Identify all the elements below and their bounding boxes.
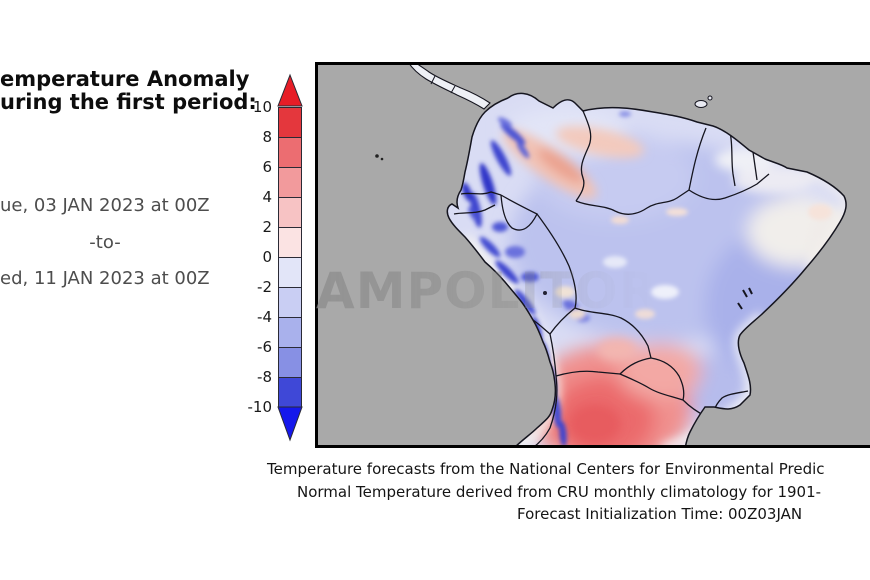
colorbar-tick: -6 — [257, 338, 272, 356]
period-separator: -to- — [89, 232, 121, 253]
map-panel: AMPOLITOR — [315, 62, 870, 448]
colorbar-segment — [278, 227, 302, 258]
colorbar-tick: -8 — [257, 368, 272, 386]
central-america-land — [407, 62, 491, 110]
colorbar-tick: 2 — [262, 218, 272, 236]
period-end-date: ed, 11 JAN 2023 at 00Z — [0, 268, 210, 289]
figure-title-line1: emperature Anomaly — [0, 67, 250, 91]
coastal-lagoon-marks — [737, 287, 753, 310]
caption-source: Temperature forecasts from the National … — [267, 460, 825, 478]
figure-title-line2: uring the first period: — [0, 90, 257, 114]
colorbar-segment — [278, 107, 302, 138]
andes-streaks — [461, 111, 832, 447]
colorbar-arrow-up — [277, 73, 303, 107]
colorbar-tick: -10 — [247, 398, 273, 416]
colorbar-tick: 6 — [262, 158, 272, 176]
caption-climatology: Normal Temperature derived from CRU mont… — [297, 483, 822, 501]
colorbar-tick: -2 — [257, 278, 272, 296]
colorbar-legend: 10 8 6 4 2 0 -2 -4 -6 -8 -10 — [240, 70, 310, 450]
country-borders — [453, 110, 770, 448]
trinidad-island — [694, 100, 708, 108]
colorbar-tick: 8 — [262, 128, 272, 146]
figure-title: emperature Anomaly uring the first perio… — [0, 68, 257, 114]
colorbar-segment — [278, 287, 302, 318]
galapagos-islands — [375, 154, 384, 161]
colorbar-segment — [278, 317, 302, 348]
down-arrow-icon — [277, 406, 303, 442]
coastline — [446, 92, 847, 448]
caption-initialization: Forecast Initialization Time: 00Z03JAN — [517, 505, 803, 523]
colorbar-tick: 10 — [252, 98, 272, 116]
colorbar-arrow-down — [277, 406, 303, 442]
tobago-island — [707, 95, 713, 101]
colorbar-segment — [278, 377, 302, 408]
colorbar-segment — [278, 197, 302, 228]
colorbar-segment — [278, 257, 302, 288]
colorbar-segment — [278, 167, 302, 198]
map-frame — [315, 62, 870, 448]
lake-titicaca — [543, 291, 547, 295]
colorbar-tick: 0 — [262, 248, 272, 266]
colorbar-tick: -4 — [257, 308, 272, 326]
colorbar-segment — [278, 347, 302, 378]
south-america-anomaly-map — [315, 62, 870, 448]
colorbar-segment — [278, 137, 302, 168]
period-start-date: ue, 03 JAN 2023 at 00Z — [0, 195, 210, 216]
up-arrow-icon — [277, 73, 303, 107]
colorbar-tick: 4 — [262, 188, 272, 206]
